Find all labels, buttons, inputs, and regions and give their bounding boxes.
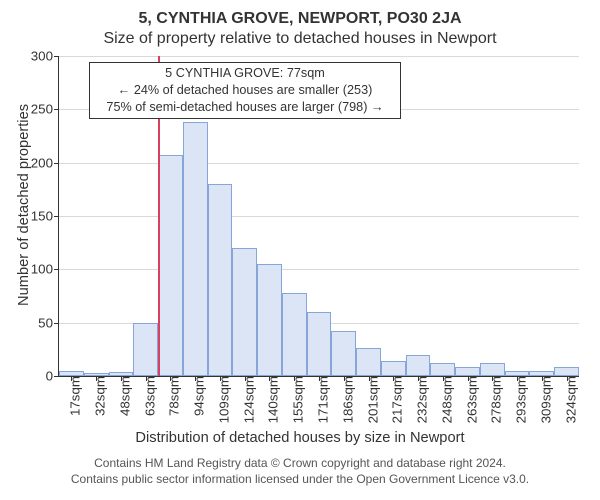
x-axis-label: Distribution of detached houses by size … [0,430,600,446]
chart-title-line1: 5, CYNTHIA GROVE, NEWPORT, PO30 2JA [0,10,600,28]
ytick-label: 150 [31,209,59,224]
xtick-label: 309sqm [530,376,553,423]
xtick-label: 63sqm [134,376,157,416]
xtick-label: 109sqm [208,376,231,423]
xtick-label: 248sqm [431,376,454,423]
y-axis-label: Number of detached properties [16,104,32,306]
ytick-label: 250 [31,102,59,117]
plot-area: 05010015020025030017sqm32sqm48sqm63sqm78… [58,56,579,377]
gridline [59,56,579,57]
xtick-label: 324sqm [555,376,578,423]
xtick-label: 78sqm [159,376,182,416]
ytick-label: 200 [31,155,59,170]
gridline [59,163,579,164]
annotation-line2: ← 24% of detached houses are smaller (25… [90,82,400,99]
chart-title-line2: Size of property relative to detached ho… [0,30,600,48]
xtick-label: 201sqm [357,376,380,423]
histogram-bar [158,155,183,376]
footer-line2: Contains public sector information licen… [0,472,600,488]
gridline [59,216,579,217]
xtick-label: 94sqm [184,376,207,416]
histogram-bar [480,363,505,376]
footer-attribution: Contains HM Land Registry data © Crown c… [0,456,600,487]
histogram-bar [282,293,307,376]
histogram-bar [232,248,257,376]
xtick-label: 171sqm [308,376,331,423]
histogram-bar [133,323,158,376]
histogram-bar [208,184,233,376]
histogram-bar [257,264,282,376]
chart-container: 5, CYNTHIA GROVE, NEWPORT, PO30 2JA Size… [0,0,600,500]
xtick-label: 293sqm [506,376,529,423]
annotation-box: 5 CYNTHIA GROVE: 77sqm ← 24% of detached… [89,62,401,119]
histogram-bar [331,331,356,376]
histogram-bar [455,367,480,376]
histogram-bar [554,367,579,376]
xtick-label: 232sqm [407,376,430,423]
xtick-label: 32sqm [85,376,108,416]
ytick-label: 300 [31,49,59,64]
footer-line1: Contains HM Land Registry data © Crown c… [0,456,600,472]
annotation-line1: 5 CYNTHIA GROVE: 77sqm [90,65,400,82]
annotation-line3: 75% of semi-detached houses are larger (… [90,99,400,116]
xtick-label: 48sqm [109,376,132,416]
histogram-bar [406,355,431,376]
xtick-label: 278sqm [481,376,504,423]
histogram-bar [356,348,381,376]
xtick-label: 155sqm [283,376,306,423]
histogram-bar [183,122,208,376]
xtick-label: 186sqm [332,376,355,423]
xtick-label: 217sqm [382,376,405,423]
xtick-label: 263sqm [456,376,479,423]
histogram-bar [307,312,332,376]
ytick-label: 50 [38,315,59,330]
histogram-bar [381,361,406,376]
gridline [59,269,579,270]
xtick-label: 124sqm [233,376,256,423]
ytick-label: 0 [46,369,59,384]
xtick-label: 140sqm [258,376,281,423]
histogram-bar [430,363,455,376]
xtick-label: 17sqm [60,376,83,416]
ytick-label: 100 [31,262,59,277]
